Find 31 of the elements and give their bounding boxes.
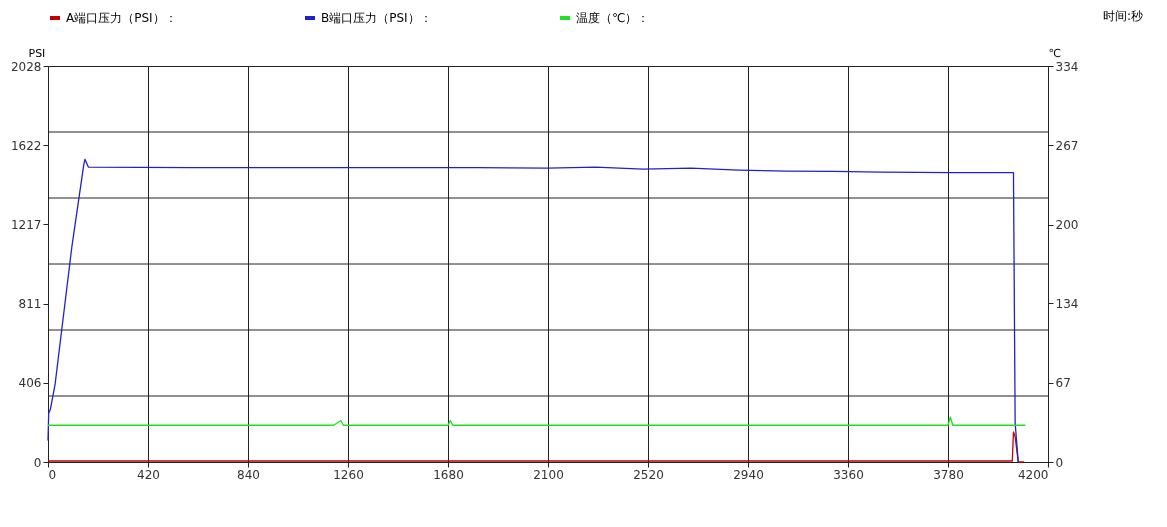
y2-tick-label: 0 [1055, 455, 1064, 470]
y-tick-label: 2028 [10, 59, 42, 74]
y-axis-title: PSI [28, 46, 46, 60]
y2-tick-label: 334 [1055, 59, 1079, 74]
y2-tick-label: 267 [1055, 138, 1079, 153]
y-tick-label: 811 [18, 297, 42, 312]
y-tick-label: 1217 [10, 217, 42, 232]
x-tick-label: 420 [137, 467, 160, 482]
x-tick-label: 2100 [533, 467, 564, 482]
y-tick-label: 0 [33, 455, 42, 470]
y2-axis-title: ℃ [1048, 46, 1061, 60]
x-tick-label: 1680 [433, 467, 464, 482]
x-tick-label: 0 [48, 467, 57, 482]
y-tick-label: 406 [18, 376, 42, 391]
y2-tick-label: 200 [1055, 218, 1079, 233]
x-tick-label: 3360 [833, 467, 864, 482]
y2-tick-label: 67 [1055, 376, 1071, 391]
legend-label: B端口压力（PSI）： [321, 11, 432, 25]
line-series [47, 431, 1025, 463]
x-tick-label: 3780 [933, 467, 964, 482]
legend-label: A端口压力（PSI）： [66, 11, 177, 25]
x-axis-title: 时间:秒 [1102, 9, 1143, 23]
x-tick-label: 2940 [733, 467, 764, 482]
y-tick-label: 1622 [10, 138, 42, 153]
x-tick-label: 1260 [333, 467, 364, 482]
y2-tick-label: 134 [1055, 296, 1079, 311]
x-tick-label: 4200 [1017, 467, 1049, 482]
x-tick-label: 840 [237, 467, 260, 482]
x-tick-label: 2520 [633, 467, 664, 482]
legend-label: 温度（℃）： [576, 11, 650, 25]
line-series [47, 158, 1019, 463]
